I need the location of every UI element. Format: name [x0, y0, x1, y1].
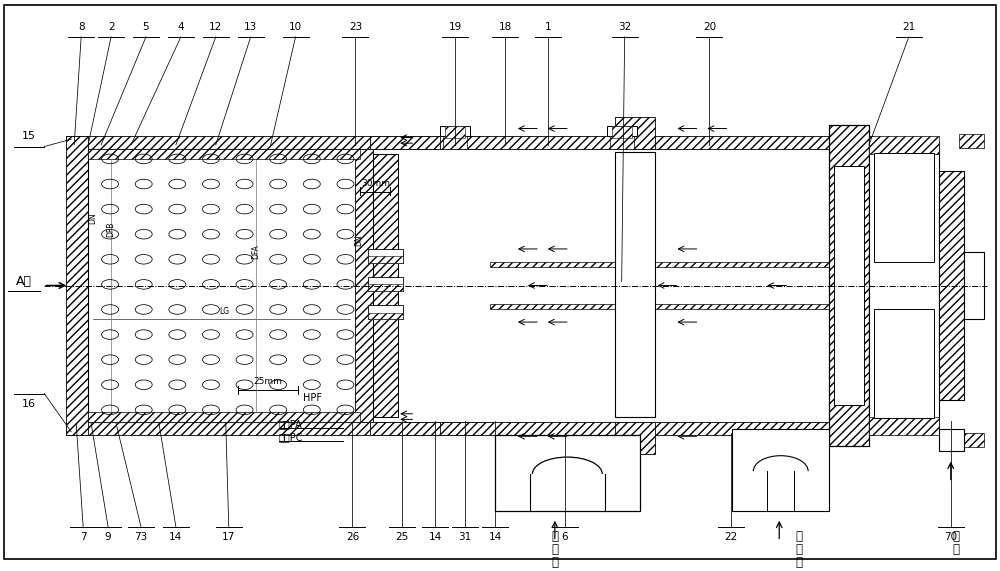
Text: 5: 5 [143, 22, 149, 32]
Text: 23: 23 [349, 22, 362, 32]
Bar [495, 435, 640, 510]
Text: 21: 21 [902, 22, 915, 32]
Text: HPF: HPF [303, 393, 322, 403]
Text: 风: 风 [551, 556, 558, 569]
Bar [355, 149, 373, 422]
Bar [964, 252, 984, 319]
Bar [869, 417, 939, 435]
Text: 14: 14 [169, 532, 183, 542]
Text: 7: 7 [80, 532, 86, 542]
Text: 1: 1 [545, 22, 551, 32]
Text: A向: A向 [16, 275, 32, 288]
Text: 一: 一 [796, 530, 803, 544]
Bar [732, 429, 829, 510]
Text: 次: 次 [796, 544, 803, 556]
Bar [874, 153, 934, 262]
Bar [66, 422, 440, 435]
Text: 15: 15 [22, 131, 36, 142]
Text: 22: 22 [725, 532, 738, 542]
Text: LG: LG [219, 307, 229, 316]
Bar [368, 312, 403, 319]
Text: 8: 8 [78, 22, 84, 32]
Text: DN: DN [89, 212, 98, 224]
Bar [610, 131, 634, 149]
Bar [66, 136, 88, 435]
Text: 6: 6 [562, 532, 568, 542]
Text: 31: 31 [458, 532, 472, 542]
Text: 平面PC: 平面PC [279, 432, 303, 443]
Text: 气: 气 [952, 544, 959, 556]
Bar [869, 142, 939, 429]
Text: 17: 17 [222, 532, 235, 542]
Bar [829, 125, 869, 446]
Bar [368, 284, 403, 291]
Text: 12: 12 [209, 22, 222, 32]
Bar [939, 171, 964, 400]
Bar [615, 422, 655, 455]
Bar [88, 149, 360, 159]
Bar [373, 154, 398, 417]
Bar [939, 429, 964, 452]
Bar [88, 149, 360, 422]
Bar [869, 136, 939, 154]
Bar [939, 171, 964, 400]
Bar [370, 136, 480, 149]
Text: 9: 9 [105, 532, 111, 542]
Text: 73: 73 [134, 532, 148, 542]
Text: 19: 19 [448, 22, 462, 32]
Bar [615, 116, 655, 149]
Text: 32: 32 [618, 22, 631, 32]
Bar [834, 166, 864, 405]
Text: 18: 18 [498, 22, 512, 32]
Text: 14: 14 [488, 532, 502, 542]
Bar [964, 263, 984, 308]
Bar [612, 126, 632, 138]
Bar [440, 422, 874, 435]
Bar [88, 412, 360, 422]
Bar [874, 309, 934, 418]
Bar [607, 126, 637, 136]
Bar [615, 152, 655, 417]
Bar [368, 277, 403, 291]
Text: 10: 10 [289, 22, 302, 32]
Text: 平面PA: 平面PA [279, 420, 302, 429]
Text: DFB: DFB [107, 222, 116, 237]
Text: 2: 2 [108, 22, 114, 32]
Bar [440, 136, 874, 149]
Text: 16: 16 [22, 399, 36, 409]
Bar [373, 154, 398, 417]
Bar [370, 422, 480, 435]
Text: 20: 20 [703, 22, 716, 32]
Bar [490, 262, 874, 267]
Text: 26: 26 [346, 532, 359, 542]
Bar [368, 256, 403, 263]
Bar [445, 126, 465, 138]
Bar [440, 126, 470, 136]
Text: 70: 70 [944, 532, 957, 542]
Text: 25: 25 [396, 532, 409, 542]
Text: 4: 4 [178, 22, 184, 32]
Text: 25mm: 25mm [253, 377, 282, 386]
Bar [443, 131, 467, 149]
Bar [959, 134, 984, 148]
Text: 风: 风 [796, 556, 803, 569]
Text: 30mm: 30mm [361, 179, 390, 188]
Text: 14: 14 [429, 532, 442, 542]
Text: 燃: 燃 [952, 530, 959, 544]
Bar [959, 433, 984, 447]
Text: 二: 二 [551, 530, 558, 544]
Bar [368, 305, 403, 319]
Text: 次: 次 [551, 544, 558, 556]
Text: 13: 13 [244, 22, 257, 32]
Bar [66, 136, 440, 149]
Bar [368, 249, 403, 263]
Text: DFA: DFA [251, 244, 260, 259]
Bar [490, 304, 874, 309]
Text: DN: DN [354, 235, 363, 246]
Bar [829, 125, 869, 446]
